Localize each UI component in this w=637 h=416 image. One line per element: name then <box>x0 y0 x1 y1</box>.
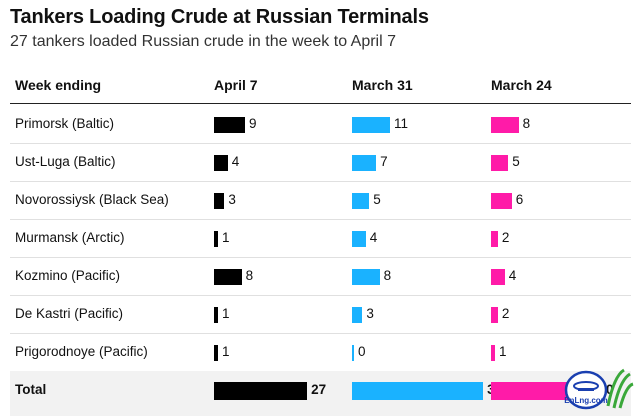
value-label: 27 <box>311 382 327 397</box>
bar-kozmino-pacific-march-31 <box>352 269 380 285</box>
value-label: 3 <box>228 192 236 207</box>
terminal-label: Prigorodnoye (Pacific) <box>15 344 148 359</box>
terminal-label: Kozmino (Pacific) <box>15 268 121 283</box>
row-divider <box>10 219 631 220</box>
terminal-label: Ust-Luga (Baltic) <box>15 154 116 169</box>
value-label: 1 <box>222 306 230 321</box>
header-week-ending: Week ending <box>15 77 102 93</box>
bar-primorsk-baltic-april-7 <box>214 117 246 133</box>
value-label: 9 <box>249 116 257 131</box>
value-label: 1 <box>222 230 230 245</box>
header-april-7: April 7 <box>214 77 258 93</box>
value-label: 1 <box>222 344 230 359</box>
header-march-31: March 31 <box>352 77 413 93</box>
terminal-label: De Kastri (Pacific) <box>15 306 124 321</box>
row-divider <box>10 333 631 334</box>
value-label: 2 <box>501 230 510 245</box>
value-label: 5 <box>512 154 520 169</box>
row-divider <box>10 143 631 144</box>
value-label: 8 <box>383 268 392 283</box>
value-label: 3 <box>366 306 374 321</box>
value-label: 5 <box>373 192 381 207</box>
enlng-logo-icon: EnLng.com <box>564 368 634 410</box>
value-label: 2 <box>501 306 510 321</box>
bar-prigorodnoye-pacific-march-24 <box>491 345 495 361</box>
bar-prigorodnoye-pacific-march-31 <box>352 345 354 361</box>
value-label: 1 <box>499 344 507 359</box>
total-label: Total <box>15 382 47 397</box>
value-label: 7 <box>380 154 388 169</box>
row-divider <box>10 295 631 296</box>
bar-ust-luga-baltic-march-31 <box>352 155 377 171</box>
value-label: 0 <box>358 344 366 359</box>
value-label: 6 <box>515 192 524 207</box>
value-label: 8 <box>245 268 254 283</box>
bar-novorossiysk-black-sea-april-7 <box>214 193 225 209</box>
bar-primorsk-baltic-march-24 <box>491 117 519 133</box>
bar-total-march-31 <box>352 382 484 400</box>
bar-ust-luga-baltic-april-7 <box>214 155 228 171</box>
value-label: 4 <box>508 268 517 283</box>
row-divider <box>10 181 631 182</box>
bar-primorsk-baltic-march-31 <box>352 117 390 133</box>
bar-total-april-7 <box>214 382 308 400</box>
bar-kozmino-pacific-april-7 <box>214 269 242 285</box>
bar-kozmino-pacific-march-24 <box>491 269 505 285</box>
value-label: 11 <box>393 116 408 131</box>
bar-murmansk-arctic-march-24 <box>491 231 498 247</box>
bar-novorossiysk-black-sea-march-24 <box>491 193 512 209</box>
logo-text: EnLng.com <box>564 396 608 405</box>
terminal-label: Novorossiysk (Black Sea) <box>15 192 169 207</box>
row-divider <box>10 257 631 258</box>
header-march-24: March 24 <box>491 77 552 93</box>
bar-prigorodnoye-pacific-april-7 <box>214 345 218 361</box>
bar-murmansk-arctic-april-7 <box>214 231 218 247</box>
value-label: 4 <box>231 154 240 169</box>
bar-ust-luga-baltic-march-24 <box>491 155 509 171</box>
value-label: 4 <box>369 230 378 245</box>
bar-de-kastri-pacific-april-7 <box>214 307 218 323</box>
terminal-label: Murmansk (Arctic) <box>15 230 125 245</box>
bar-novorossiysk-black-sea-march-31 <box>352 193 370 209</box>
value-label: 8 <box>522 116 531 131</box>
chart-title: Tankers Loading Crude at Russian Termina… <box>10 6 429 28</box>
bar-de-kastri-pacific-march-24 <box>491 307 498 323</box>
header-divider <box>10 103 631 104</box>
terminal-label: Primorsk (Baltic) <box>15 116 115 131</box>
bar-de-kastri-pacific-march-31 <box>352 307 363 323</box>
chart-subtitle: 27 tankers loaded Russian crude in the w… <box>10 33 397 50</box>
bar-murmansk-arctic-march-31 <box>352 231 366 247</box>
